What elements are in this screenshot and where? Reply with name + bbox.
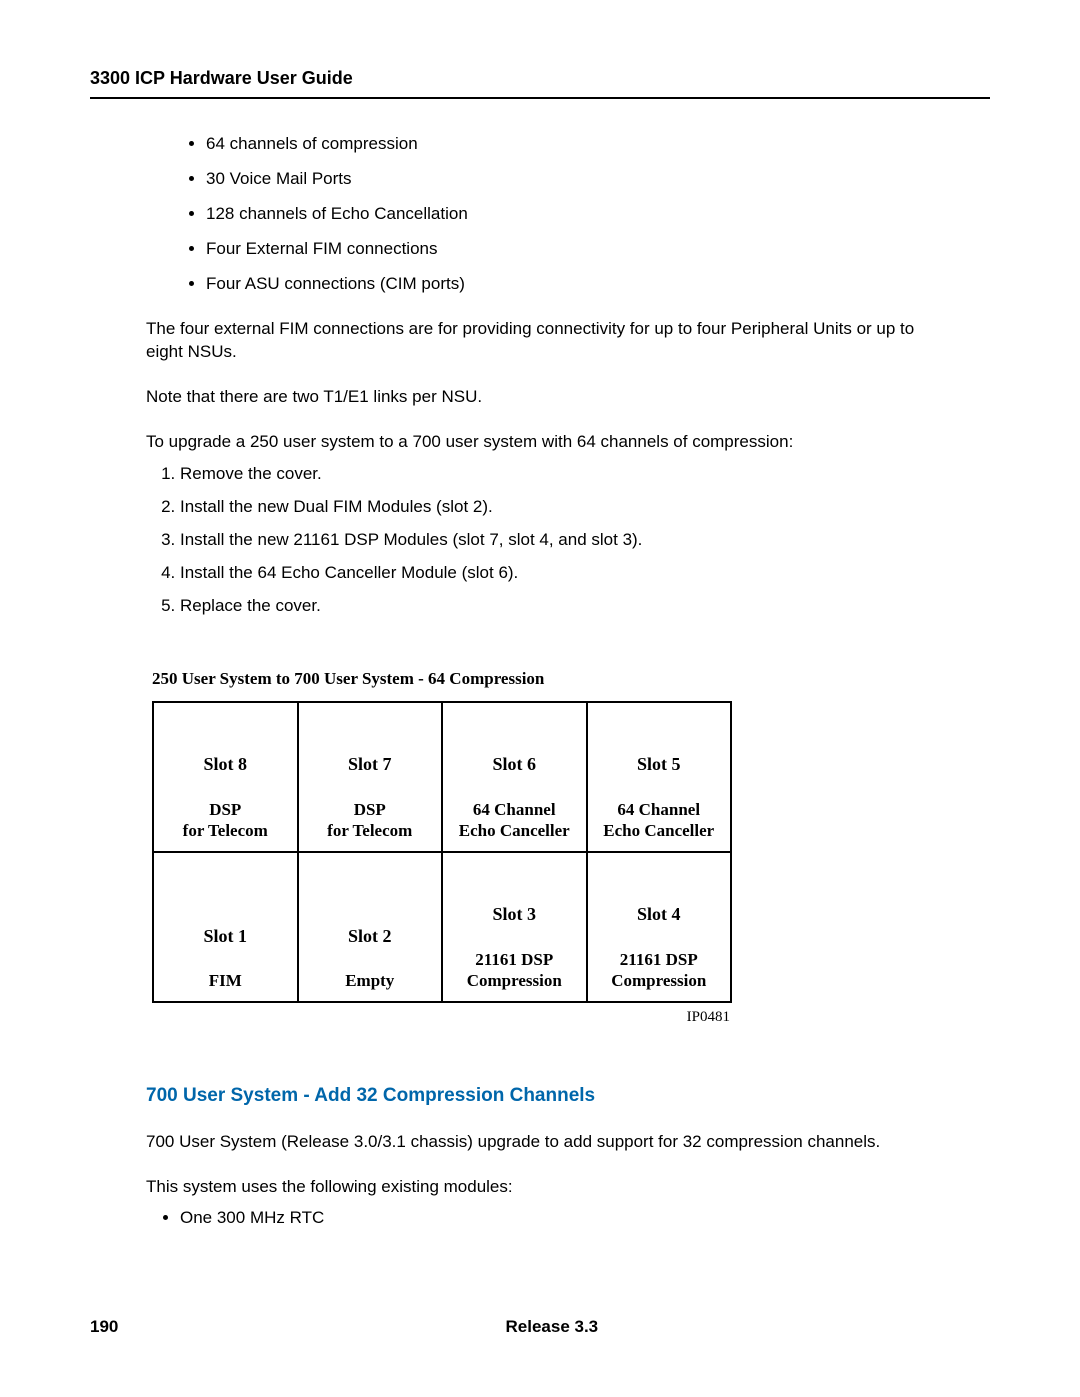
bullet-4: Four External FIM connections <box>206 238 950 261</box>
slot-desc-line: DSP <box>158 799 293 820</box>
slot-table: Slot 8 DSP for Telecom Slot 7 DSP for Te… <box>152 701 732 1003</box>
page-content: 64 channels of compression 30 Voice Mail… <box>90 133 990 1230</box>
bullet-1: 64 channels of compression <box>206 133 950 156</box>
slot-number: Slot 7 <box>303 752 438 776</box>
module-bullets: One 300 MHz RTC <box>146 1207 950 1230</box>
page-number: 190 <box>90 1317 118 1337</box>
doc-title: 3300 ICP Hardware User Guide <box>90 68 353 88</box>
slot-desc-line: 64 Channel <box>592 799 727 820</box>
section-heading: 700 User System - Add 32 Compression Cha… <box>146 1083 950 1109</box>
bullet-3: 128 channels of Echo Cancellation <box>206 203 950 226</box>
slot-cell: Slot 8 DSP for Telecom <box>153 702 298 852</box>
release-label: Release 3.3 <box>506 1317 599 1337</box>
paragraph-2: Note that there are two T1/E1 links per … <box>146 386 950 409</box>
slot-number: Slot 8 <box>158 752 293 776</box>
slot-cell: Slot 5 64 Channel Echo Canceller <box>587 702 732 852</box>
slot-cell: Slot 3 21161 DSP Compression <box>442 852 587 1002</box>
page-footer: 190 Release 3.3 . <box>90 1317 990 1337</box>
slot-number: Slot 4 <box>592 902 727 926</box>
slot-desc-line: 21161 DSP <box>447 949 582 970</box>
document-page: 3300 ICP Hardware User Guide 64 channels… <box>0 0 1080 1397</box>
step-2: Install the new Dual FIM Modules (slot 2… <box>180 496 950 519</box>
slot-cell: Slot 2 Empty <box>298 852 443 1002</box>
slot-number: Slot 1 <box>158 924 293 948</box>
slot-diagram: 250 User System to 700 User System - 64 … <box>152 668 732 1027</box>
slot-desc-line: Empty <box>303 970 438 991</box>
section2-paragraph-1: 700 User System (Release 3.0/3.1 chassis… <box>146 1131 950 1154</box>
step-4: Install the 64 Echo Canceller Module (sl… <box>180 562 950 585</box>
slot-number: Slot 5 <box>592 752 727 776</box>
bullet-5: Four ASU connections (CIM ports) <box>206 273 950 296</box>
step-3: Install the new 21161 DSP Modules (slot … <box>180 529 950 552</box>
slot-desc-line: for Telecom <box>158 820 293 841</box>
slot-desc-line: for Telecom <box>303 820 438 841</box>
step-1: Remove the cover. <box>180 463 950 486</box>
table-title: 250 User System to 700 User System - 64 … <box>152 668 732 691</box>
slot-desc-line: DSP <box>303 799 438 820</box>
slot-cell: Slot 1 FIM <box>153 852 298 1002</box>
paragraph-3: To upgrade a 250 user system to a 700 us… <box>146 431 950 454</box>
slot-desc-line: 21161 DSP <box>592 949 727 970</box>
slot-number: Slot 2 <box>303 924 438 948</box>
slot-cell: Slot 6 64 Channel Echo Canceller <box>442 702 587 852</box>
slot-desc-line: Compression <box>592 970 727 991</box>
slot-desc-line: Compression <box>447 970 582 991</box>
slot-cell: Slot 7 DSP for Telecom <box>298 702 443 852</box>
table-row: Slot 8 DSP for Telecom Slot 7 DSP for Te… <box>153 702 731 852</box>
table-row: Slot 1 FIM Slot 2 Empty Slot 3 21161 DSP… <box>153 852 731 1002</box>
slot-desc-line: Echo Canceller <box>447 820 582 841</box>
slot-cell: Slot 4 21161 DSP Compression <box>587 852 732 1002</box>
paragraph-1: The four external FIM connections are fo… <box>146 318 950 364</box>
figure-code: IP0481 <box>152 1007 732 1027</box>
feature-bullets: 64 channels of compression 30 Voice Mail… <box>146 133 950 296</box>
slot-desc-line: Echo Canceller <box>592 820 727 841</box>
slot-desc-line: 64 Channel <box>447 799 582 820</box>
slot-number: Slot 6 <box>447 752 582 776</box>
bullet-2: 30 Voice Mail Ports <box>206 168 950 191</box>
slot-number: Slot 3 <box>447 902 582 926</box>
section2-paragraph-2: This system uses the following existing … <box>146 1176 950 1199</box>
step-5: Replace the cover. <box>180 595 950 618</box>
slot-desc-line: FIM <box>158 970 293 991</box>
module-bullet-1: One 300 MHz RTC <box>180 1207 950 1230</box>
upgrade-steps: Remove the cover. Install the new Dual F… <box>146 463 950 618</box>
page-header: 3300 ICP Hardware User Guide <box>90 68 990 99</box>
